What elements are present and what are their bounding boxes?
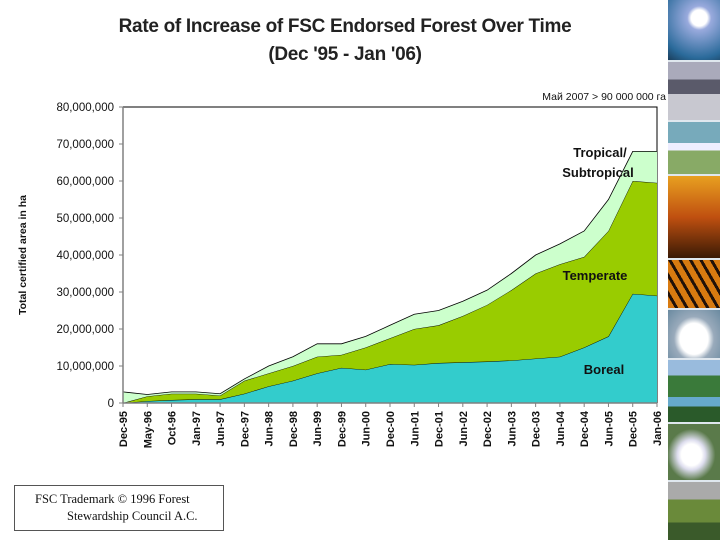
x-tick-label: Dec-99 [336, 411, 348, 447]
area-outline-3 [122, 151, 657, 395]
trademark-line-2: Stewardship Council A.C. [67, 509, 198, 523]
snow-tree-photo [668, 310, 720, 358]
x-tick-label: Jun-00 [361, 411, 373, 446]
x-tick-label: Jun-03 [506, 411, 518, 446]
area-boreal [123, 293, 657, 403]
y-tick-label: 0 [108, 398, 114, 410]
y-tick-label: 60,000,000 [56, 176, 114, 188]
series-label-tropical: Tropical/ [573, 145, 627, 160]
y-tick-label: 10,000,000 [56, 361, 114, 373]
trademark-line-1: FSC Trademark © 1996 Forest [35, 492, 190, 506]
y-tick-label: 20,000,000 [56, 324, 114, 336]
series-label-boreal: Boreal [584, 362, 624, 377]
x-tick-label: Jun-04 [555, 410, 567, 446]
y-tick-label: 30,000,000 [56, 287, 114, 299]
sunset-photo [668, 176, 720, 258]
x-tick-label: Jun-99 [312, 411, 324, 446]
y-tick-label: 40,000,000 [56, 250, 114, 262]
x-tick-label: Dec-02 [482, 411, 494, 447]
stacked-area-chart: 0 10,000,000 20,000,000 30,000,000 40,000,00… [17, 91, 666, 448]
y-tick-label: 80,000,000 [56, 102, 114, 114]
x-tick-label: Jun-97 [215, 411, 227, 446]
x-tick-label: Jun-05 [603, 411, 615, 446]
x-tick-label: Jun-98 [264, 411, 276, 446]
nature-photo-strip [668, 0, 720, 540]
x-tick-label: Jan-06 [652, 411, 664, 446]
x-tick-label: May-96 [142, 411, 154, 448]
x-tick-label: Jun-02 [458, 411, 470, 446]
river-valley-photo [668, 360, 720, 422]
trademark-box: FSC Trademark © 1996 Forest Stewardship … [14, 485, 224, 531]
x-tick-label: Dec-95 [118, 411, 130, 447]
x-tick-label: Dec-97 [239, 411, 251, 447]
series-label-temperate: Temperate [563, 268, 628, 283]
x-tick-label: Dec-04 [579, 410, 591, 447]
y-tick-label: 70,000,000 [56, 139, 114, 151]
x-tick-label: Jan-97 [191, 411, 203, 446]
chart-subtitle: (Dec '95 - Jan '06) [268, 44, 422, 65]
x-tick-label: Oct-96 [167, 411, 179, 445]
annotation-may-2007: Май 2007 > 90 000 000 га [542, 91, 666, 103]
chart-title: Rate of Increase of FSC Endorsed Forest … [118, 16, 572, 37]
wolf-photo [668, 62, 720, 120]
series-label-subtropical: Subtropical [562, 165, 634, 180]
mountain-photo [668, 122, 720, 174]
tiger-photo [668, 260, 720, 308]
sun-water-photo [668, 0, 720, 60]
x-tick-label: Dec-00 [385, 411, 397, 447]
x-tick-label: Dec-05 [628, 411, 640, 447]
y-axis-title: Total certified area in ha [17, 195, 29, 315]
y-tick-label: 50,000,000 [56, 213, 114, 225]
x-tick-label: Dec-03 [531, 411, 543, 447]
x-tick-label: Dec-98 [288, 411, 300, 447]
x-tick-label: Dec-01 [434, 411, 446, 447]
area-temperate [123, 181, 657, 403]
bird-photo [668, 424, 720, 480]
x-tick-label: Jun-01 [409, 411, 421, 446]
landscape-photo [668, 482, 720, 540]
